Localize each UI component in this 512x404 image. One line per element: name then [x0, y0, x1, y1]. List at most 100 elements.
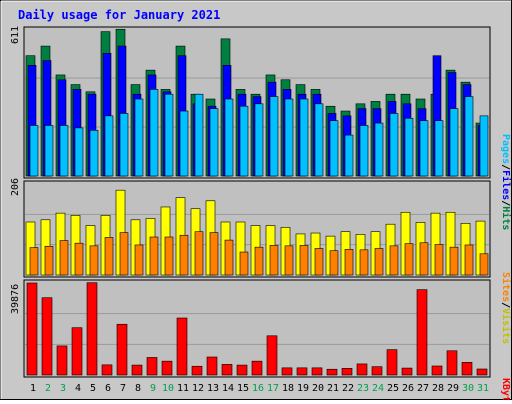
- pages-bar: [419, 120, 429, 177]
- kbytes-bar: [221, 364, 233, 376]
- sites-bar: [104, 237, 114, 276]
- sites-bar: [464, 244, 474, 276]
- kbytes-bar: [266, 335, 278, 376]
- sites-bar: [314, 248, 324, 276]
- kbytes-bar: [311, 367, 323, 376]
- sites-bar: [329, 250, 339, 276]
- kbytes-bar: [416, 289, 428, 376]
- pages-bar: [164, 93, 174, 177]
- pages-bar: [269, 96, 279, 177]
- pages-bar: [449, 108, 459, 177]
- sites-bar: [119, 232, 129, 276]
- pages-bar: [359, 125, 369, 177]
- day-label: 24: [372, 383, 384, 394]
- panel-kbytes: [23, 279, 491, 378]
- day-label: 30: [462, 383, 474, 394]
- legend-pages-files-hits: Pages/Files/Hits: [500, 134, 512, 230]
- legend-files: Files: [500, 170, 512, 200]
- day-label: 5: [90, 383, 96, 394]
- kbytes-bar: [26, 282, 38, 376]
- kbytes-bar: [296, 367, 308, 376]
- scale-max-visits: 206: [10, 178, 21, 196]
- kbytes-bar: [251, 360, 263, 376]
- day-label: 1: [30, 383, 36, 394]
- day-label: 10: [162, 383, 174, 394]
- pages-bar: [59, 125, 69, 177]
- kbytes-bar: [56, 345, 68, 376]
- day-label: 18: [282, 383, 294, 394]
- sites-bar: [404, 243, 414, 276]
- kbytes-bar: [476, 368, 488, 376]
- day-label: 20: [312, 383, 324, 394]
- day-label: 22: [342, 383, 354, 394]
- pages-bar: [89, 129, 99, 177]
- pages-bar: [329, 120, 339, 177]
- day-label: 6: [105, 383, 111, 394]
- kbytes-bar: [386, 349, 398, 376]
- day-label: 11: [177, 383, 189, 394]
- pages-bar: [314, 103, 324, 177]
- bars: [25, 28, 489, 376]
- legend-sites-visits: Sites/Visits: [500, 272, 512, 344]
- pages-bar: [389, 113, 399, 177]
- day-label: 31: [477, 383, 489, 394]
- pages-bar: [239, 105, 249, 177]
- day-label: 19: [297, 383, 309, 394]
- sites-bar: [479, 253, 489, 276]
- sites-bar: [29, 247, 39, 276]
- sites-bar: [164, 236, 174, 276]
- sites-bar: [389, 245, 399, 276]
- kbytes-bar: [86, 282, 98, 376]
- sites-bar: [179, 234, 189, 276]
- day-label: 23: [357, 383, 369, 394]
- day-label: 15: [237, 383, 249, 394]
- sites-bar: [209, 232, 219, 276]
- sites-bar: [419, 242, 429, 276]
- day-label: 12: [192, 383, 204, 394]
- kbytes-bar: [401, 367, 413, 376]
- pages-bar: [44, 125, 54, 177]
- sites-bar: [359, 249, 369, 276]
- day-label: 8: [135, 383, 141, 394]
- sites-bar: [74, 242, 84, 276]
- pages-bar: [119, 113, 129, 177]
- sites-bar: [134, 244, 144, 276]
- day-label: 17: [267, 383, 279, 394]
- kbytes-bar: [41, 297, 53, 376]
- pages-bar: [404, 117, 414, 177]
- day-label: 25: [387, 383, 399, 394]
- pages-bar: [134, 98, 144, 177]
- pages-bar: [299, 98, 309, 177]
- kbytes-bar: [176, 317, 188, 376]
- sites-bar: [374, 248, 384, 276]
- pages-bar: [479, 115, 489, 177]
- day-label: 2: [45, 383, 51, 394]
- pages-bar: [464, 96, 474, 177]
- kbytes-bar: [341, 368, 353, 376]
- sites-bar: [344, 249, 354, 276]
- kbytes-bar: [446, 350, 458, 376]
- day-label: 7: [120, 383, 126, 394]
- pages-bar: [104, 115, 114, 177]
- pages-bar: [209, 108, 219, 177]
- kbytes-bar: [71, 327, 83, 376]
- sites-bar: [59, 240, 69, 276]
- day-label: 28: [432, 383, 444, 394]
- kbytes-bar: [146, 357, 158, 376]
- kbytes-bar: [431, 365, 443, 376]
- pages-bar: [74, 127, 84, 177]
- pages-bar: [284, 98, 294, 177]
- day-label: 14: [222, 383, 234, 394]
- day-label: 21: [327, 383, 339, 394]
- kbytes-bar: [116, 323, 128, 376]
- day-label: 4: [75, 383, 81, 394]
- day-label: 26: [402, 383, 414, 394]
- sites-bar: [434, 244, 444, 276]
- kbytes-bar: [101, 364, 113, 376]
- pages-bar: [344, 134, 354, 177]
- sites-bar: [299, 245, 309, 276]
- day-labels: 1 2 3 4 5 6 7 8 9 10 11 12 13 14 15 16 17 18 19 20 21 22 23 24 2…: [30, 383, 489, 394]
- scale-max-hits: 611: [10, 26, 21, 44]
